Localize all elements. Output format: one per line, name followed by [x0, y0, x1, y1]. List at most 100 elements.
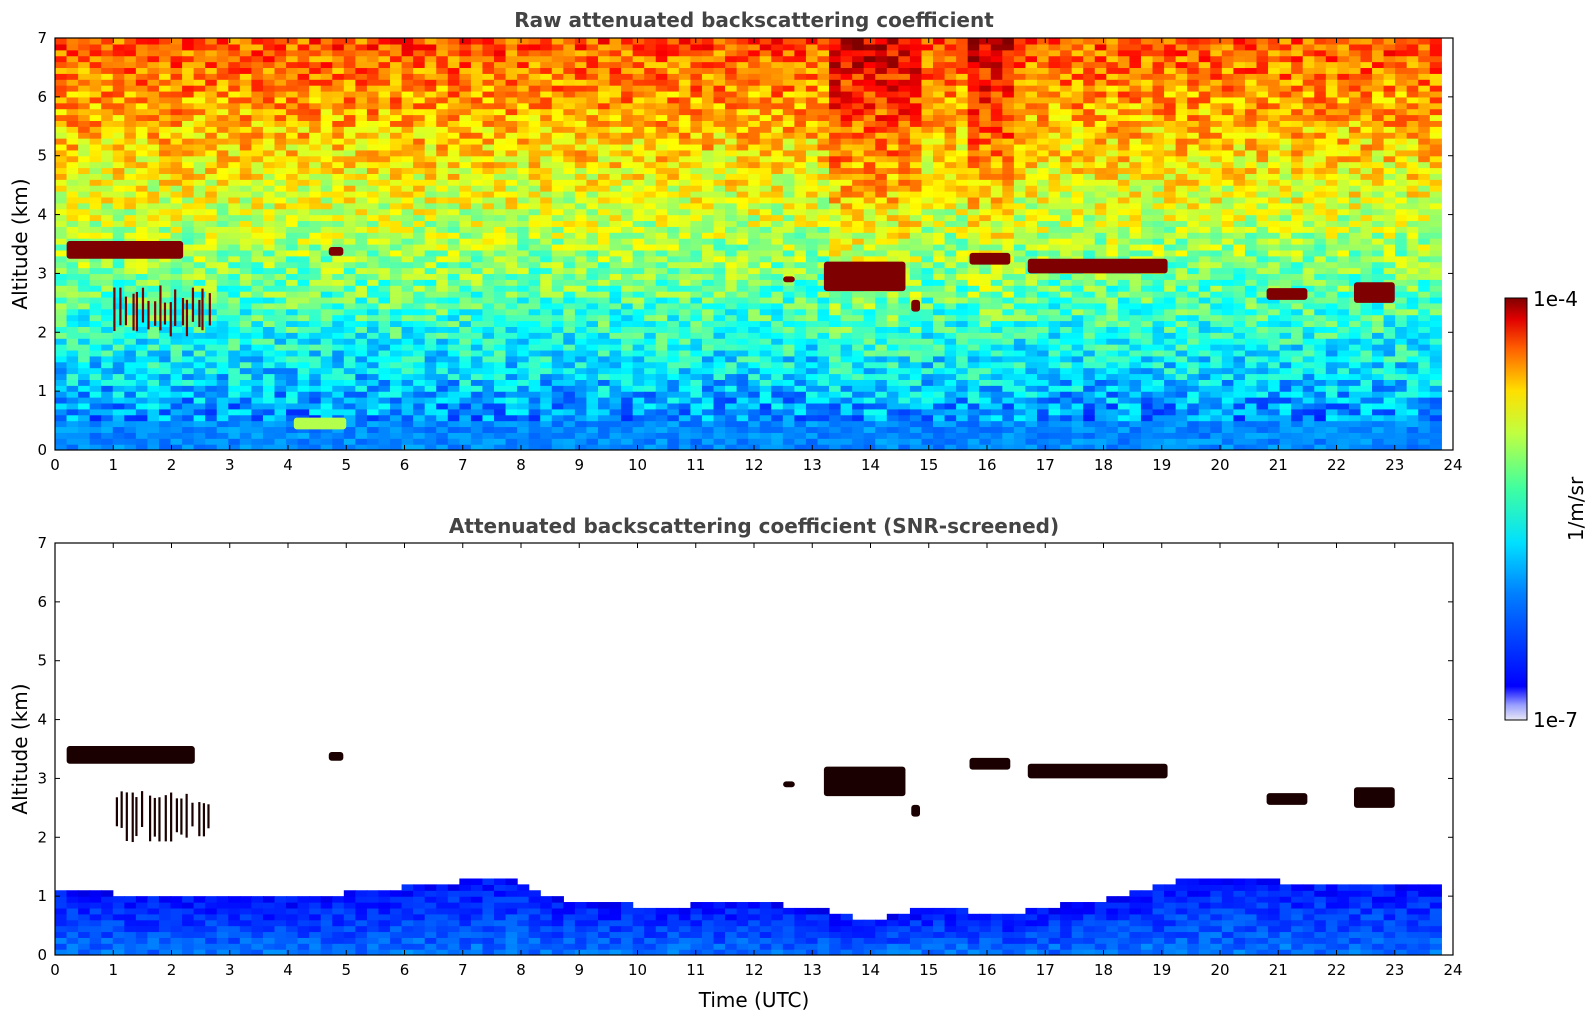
x-tick-label: 17	[1036, 456, 1055, 474]
virga-streak	[154, 301, 157, 326]
virga-streak	[180, 798, 183, 835]
y-tick-label: 0	[37, 441, 47, 459]
colorbar-min-label: 1e-7	[1533, 708, 1578, 732]
cloud-feature	[783, 276, 795, 283]
x-tick-label: 4	[283, 456, 293, 474]
x-tick-label: 6	[400, 961, 410, 979]
y-tick-label: 7	[37, 29, 47, 47]
x-tick-label: 10	[628, 961, 647, 979]
cloud-feature	[911, 299, 921, 312]
x-tick-label: 4	[283, 961, 293, 979]
virga-streak	[164, 795, 167, 842]
bottom-y-axis-label: Altitude (km)	[8, 683, 32, 814]
bottom-y-axis: 0 1 2 3 4 5 6 7	[37, 534, 1453, 964]
x-tick-label: 23	[1385, 961, 1404, 979]
x-tick-label: 3	[225, 961, 235, 979]
top-panel: Raw attenuated backscattering coefficien…	[8, 8, 1463, 474]
virga-streak	[169, 302, 172, 337]
y-tick-label: 1	[37, 887, 47, 905]
cloud-feature	[66, 241, 184, 259]
cloud-feature	[66, 746, 195, 764]
x-tick-label: 19	[1152, 456, 1171, 474]
virga-streak	[201, 288, 204, 331]
virga-streak	[158, 797, 161, 842]
virga-streak	[207, 804, 210, 829]
x-tick-label: 21	[1269, 961, 1288, 979]
x-tick-label: 0	[50, 961, 60, 979]
x-tick-label: 22	[1327, 456, 1346, 474]
x-tick-label: 16	[977, 961, 996, 979]
cloud-feature	[823, 766, 906, 797]
virga-streak	[120, 791, 123, 828]
virga-streak	[135, 797, 138, 837]
cloud-feature	[823, 261, 906, 292]
y-tick-label: 2	[37, 323, 47, 341]
top-x-axis: 0 1 2 3 4 5 6 7 8 9 10 11 12 13 14 15 16 17 18 19 20 21 22 23 24	[50, 38, 1463, 474]
x-tick-label: 10	[628, 456, 647, 474]
virga-streak	[159, 285, 162, 331]
virga-streak	[198, 299, 201, 328]
virga-streak	[132, 293, 135, 331]
x-tick-label: 9	[574, 961, 584, 979]
x-tick-label: 7	[458, 961, 468, 979]
x-tick-label: 24	[1443, 961, 1462, 979]
bottom-heatmap	[55, 746, 1442, 955]
virga-streak	[185, 299, 189, 337]
top-panel-title: Raw attenuated backscattering coefficien…	[514, 8, 994, 32]
x-tick-label: 12	[744, 456, 763, 474]
virga-streak	[170, 792, 173, 842]
x-tick-label: 6	[400, 456, 410, 474]
colorbar-unit-label: 1/m/sr	[1564, 476, 1588, 541]
cloud-feature	[328, 751, 344, 761]
y-tick-label: 3	[37, 264, 47, 282]
virga-streak	[191, 802, 194, 827]
x-tick-label: 15	[919, 456, 938, 474]
virga-streak	[174, 289, 177, 326]
cloud-feature	[1353, 282, 1395, 303]
bottom-panel-title: Attenuated backscattering coefficient (S…	[449, 514, 1059, 538]
top-y-axis: 0 1 2 3 4 5 6 7	[37, 29, 1453, 459]
virga-streak	[131, 792, 134, 843]
virga-streak	[135, 291, 139, 332]
cloud-feature	[1027, 763, 1168, 779]
y-tick-label: 6	[37, 593, 47, 611]
x-tick-label: 23	[1385, 456, 1404, 474]
top-y-axis-label: Altitude (km)	[8, 178, 32, 309]
x-tick-label: 7	[458, 456, 468, 474]
virga-streak	[124, 296, 128, 326]
x-tick-label: 3	[225, 456, 235, 474]
bottom-x-axis: 0 1 2 3 4 5 6 7 8 9 10 11 12 13 14 15 16 17 18 19 20 21 22 23 24	[50, 543, 1463, 979]
x-tick-label: 8	[516, 456, 526, 474]
x-tick-label: 9	[574, 456, 584, 474]
virga-streak	[198, 802, 201, 837]
virga-streak	[175, 798, 178, 833]
x-tick-label: 11	[686, 961, 705, 979]
x-tick-label: 24	[1443, 456, 1462, 474]
x-tick-label: 20	[1210, 961, 1229, 979]
virga-streak	[119, 287, 122, 326]
top-heatmap	[55, 38, 1442, 450]
y-tick-label: 6	[37, 88, 47, 106]
y-tick-label: 5	[37, 147, 47, 165]
cloud-feature	[783, 781, 795, 788]
colorbar: 1e-4 1e-7 1/m/sr	[1504, 287, 1588, 732]
x-tick-label: 1	[108, 456, 118, 474]
x-tick-label: 5	[341, 456, 351, 474]
virga-streak	[185, 793, 188, 838]
x-tick-label: 17	[1036, 961, 1055, 979]
x-tick-label: 1	[108, 961, 118, 979]
virga-streak	[163, 302, 167, 325]
y-tick-label: 4	[37, 206, 47, 224]
cloud-feature	[969, 757, 1011, 770]
x-tick-label: 14	[861, 456, 880, 474]
virga-streak	[125, 792, 128, 841]
virga-streak	[191, 287, 195, 322]
virga-streak	[147, 300, 150, 330]
virga-streak	[202, 803, 206, 837]
cloud-feature	[1266, 288, 1308, 300]
x-tick-label: 15	[919, 961, 938, 979]
cloud-feature	[969, 252, 1011, 265]
cloud-feature	[328, 246, 344, 256]
x-tick-label: 2	[167, 456, 177, 474]
